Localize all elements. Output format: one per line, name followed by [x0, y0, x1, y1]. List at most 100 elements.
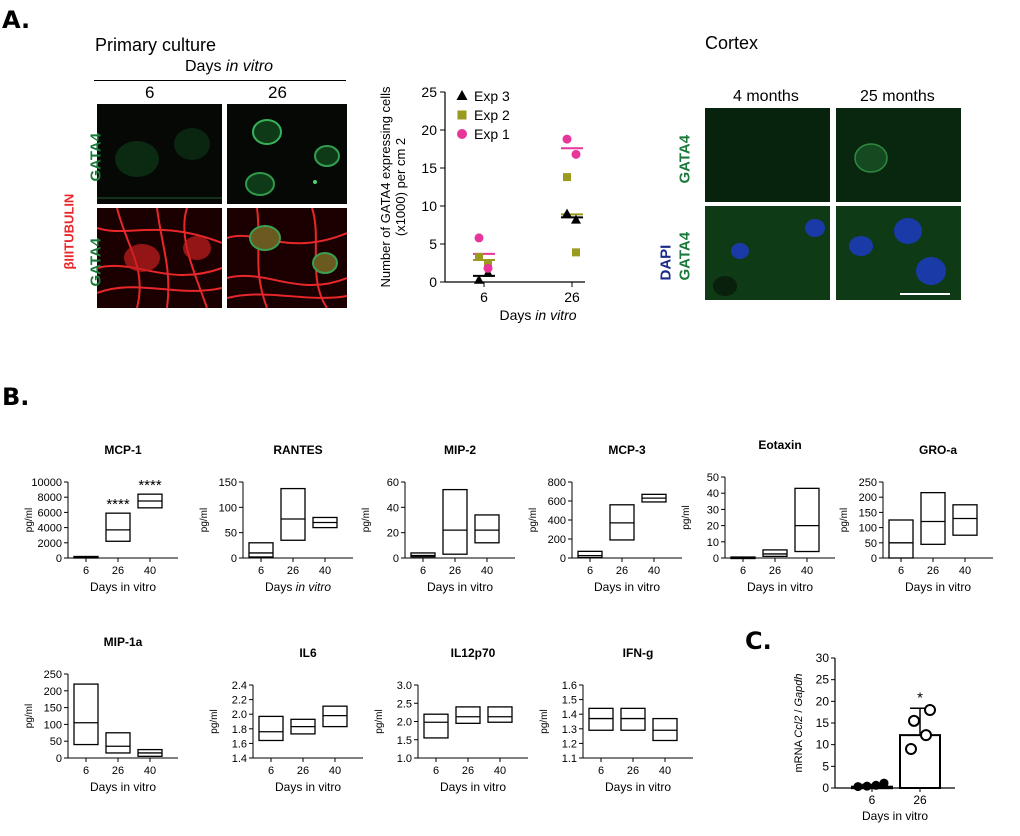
y-axis-label: pg/ml	[199, 508, 210, 532]
box-chart-mcp3: MCP-3 0 200 400 600 800 pg/ml 6 26 40 Days in vitr…	[528, 443, 682, 594]
y-tick-label: 1.8	[232, 724, 247, 736]
box	[280, 487, 306, 541]
box-chart-mip1a: MIP-1a 0 50 100 150 200 250 pg/ml 6 26 40 Days in v…	[24, 635, 178, 794]
y-tick-label: 400	[548, 515, 566, 527]
y-tick-label: 30	[816, 651, 830, 665]
micrograph-cortex-merge-25mo	[836, 206, 961, 300]
x-tick-label: 26	[297, 765, 309, 777]
chart-title: MIP-1a	[104, 635, 143, 649]
x-axis-label: Days in vitro	[90, 780, 156, 794]
y-axis-label: pg/ml	[24, 704, 35, 728]
data-point-exp-2	[475, 252, 483, 261]
y-tick-label: 100	[44, 719, 62, 731]
x-tick-label: 26	[913, 793, 927, 807]
data-point-exp-2	[563, 173, 571, 182]
data-point	[908, 714, 920, 727]
x-tick-label: 26	[112, 765, 124, 777]
x-tick-label: 6	[268, 765, 274, 777]
y-tick-label: 50	[707, 472, 719, 484]
x-tick-label: 40	[801, 565, 813, 577]
col-25months-label: 25 months	[860, 88, 935, 105]
x-tick-label: 40	[648, 565, 660, 577]
chart-title: IL6	[299, 646, 317, 660]
data-point	[862, 781, 872, 791]
micrograph-cortex-gata4-4mo	[705, 108, 830, 202]
box-chart-eotaxin: Eotaxin 0 10 20 30 40 50 pg/ml 6 26 40 Days in vitr…	[681, 438, 835, 594]
panel-b-letter: B.	[2, 383, 30, 411]
y-tick-label: 250	[44, 669, 62, 681]
header-divider	[94, 80, 346, 81]
y-tick-label: 1.4	[232, 753, 247, 765]
x-tick-label: 26	[927, 565, 939, 577]
y-tick-label: 1.5	[562, 695, 577, 707]
y-tick-label: 200	[548, 534, 566, 546]
y-tick-label: 0	[713, 553, 719, 565]
y-tick-label: 40	[387, 502, 399, 514]
y-tick-label: 1.6	[562, 680, 577, 692]
y-tick-label: 600	[548, 496, 566, 508]
y-tick-label: 250	[859, 477, 877, 489]
data-point-exp-1	[483, 263, 493, 273]
legend-label: Exp 2	[474, 107, 510, 123]
x-tick-label: 26	[112, 565, 124, 577]
y-tick-label: 150	[44, 703, 62, 715]
x-tick-label: 40	[494, 765, 506, 777]
box-chart-rantes: RANTES 0 50 100 150 pg/ml 6 26 40 Days in vitro	[199, 443, 353, 594]
x-tick-label: 40	[659, 765, 671, 777]
y-tick-label: 40	[707, 488, 719, 500]
x-tick-label: 6	[869, 793, 876, 807]
box	[620, 707, 646, 731]
y-tick-label: 200	[859, 492, 877, 504]
x-tick-label: 6	[83, 765, 89, 777]
box-chart-mip2: MIP-2 0 20 40 60 pg/ml 6 26 40 Days in vitro	[361, 443, 515, 594]
y-tick-label: 20	[707, 521, 719, 533]
data-point-exp-2	[484, 259, 492, 268]
data-point	[924, 704, 936, 716]
x-tick-label: 6	[258, 565, 264, 577]
data-point	[920, 729, 932, 742]
cortex-row-label-gata4-merge: GATA4	[676, 231, 694, 281]
y-tick-label: 15	[816, 716, 830, 730]
cortex-row-label-gata4: GATA4	[676, 134, 694, 184]
y-tick-label: 3.0	[397, 680, 412, 692]
data-point-exp-1	[571, 149, 581, 159]
box	[474, 514, 500, 544]
legend-marker	[457, 129, 467, 139]
y-axis-label: pg/ml	[374, 709, 385, 733]
y-tick-label: 1.5	[397, 735, 412, 747]
chart-title: IFN-g	[623, 646, 654, 660]
col-4months-label: 4 months	[733, 88, 799, 105]
y-tick-label: 4000	[38, 523, 62, 535]
x-axis-label: Days in vitro	[265, 580, 331, 594]
chart-title: MCP-3	[608, 443, 646, 457]
y-axis-label: pg/ml	[24, 508, 35, 532]
micrograph-cortex-merge-4mo	[705, 206, 830, 300]
box	[487, 706, 513, 723]
micrograph-gata4-day26	[227, 104, 347, 204]
y-tick-label: 5	[822, 759, 829, 773]
chart-title: RANTES	[273, 443, 322, 457]
legend-label: Exp 1	[474, 126, 510, 142]
y-tick-label: 1.3	[562, 724, 577, 736]
data-point	[853, 782, 863, 792]
x-tick-label: 26	[616, 565, 628, 577]
y-tick-label: 10	[707, 537, 719, 549]
data-point-exp-1	[474, 233, 484, 243]
x-axis-label: Days in vitro	[427, 580, 493, 594]
significance-label: ****	[138, 477, 162, 494]
box	[588, 707, 614, 731]
box	[258, 715, 284, 742]
box-chart-mcp1: MCP-1 0 2000 4000 6000 8000 10000 pg/ml 6 26 40 Day…	[24, 443, 178, 594]
x-tick-label: 6	[898, 565, 904, 577]
y-tick-label: 30	[707, 504, 719, 516]
chart-title: GRO-a	[919, 443, 957, 457]
scatter-chart-gata4: 0 5 10 15 20 25 6 26 Days in vitro Number of GATA…	[378, 84, 585, 323]
y-tick-label: 10	[421, 198, 437, 214]
x-tick-label: 6	[83, 565, 89, 577]
y-tick-label: 25	[421, 84, 437, 100]
box	[455, 706, 481, 724]
chart-title: MCP-1	[104, 443, 142, 457]
y-tick-label: 0	[56, 753, 62, 765]
box	[920, 491, 946, 545]
box-chart-il12p70: IL12p70 1.0 1.5 2.0 2.5 3.0 pg/ml 6 26 40 Days in …	[374, 646, 528, 794]
